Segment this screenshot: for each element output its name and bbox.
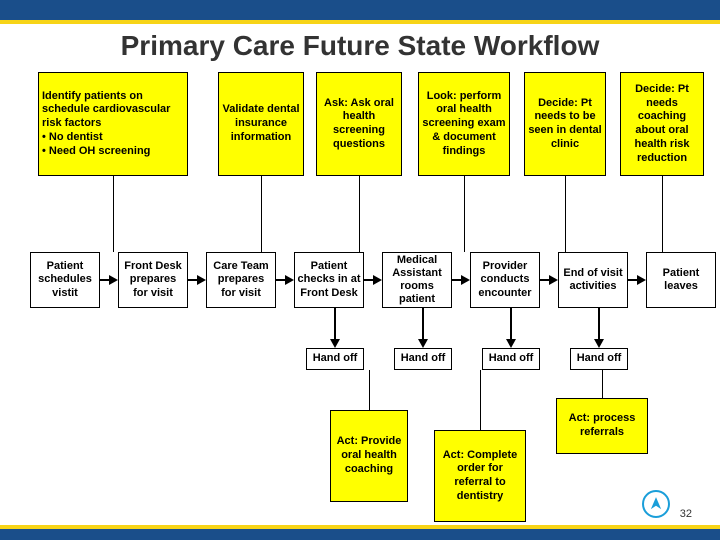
handoff-line-0 xyxy=(334,308,336,340)
flow-step-1: Front Desk prepares for visit xyxy=(118,252,188,308)
bottom-connector-2 xyxy=(602,370,603,398)
handoff-arrow-2 xyxy=(506,339,516,348)
flow-arrow-head-5 xyxy=(549,275,558,285)
top-connector-5 xyxy=(662,176,663,252)
top-note-1: Validate dental insurance information xyxy=(218,72,304,176)
handoff-1: Hand off xyxy=(394,348,452,370)
flow-arrow-head-3 xyxy=(373,275,382,285)
handoff-line-1 xyxy=(422,308,424,340)
bottom-note-0: Act: Provide oral health coaching xyxy=(330,410,408,502)
handoff-0: Hand off xyxy=(306,348,364,370)
flow-arrow-head-2 xyxy=(285,275,294,285)
handoff-3: Hand off xyxy=(570,348,628,370)
header-bar xyxy=(0,0,720,20)
flow-step-3: Patient checks in at Front Desk xyxy=(294,252,364,308)
handoff-arrow-0 xyxy=(330,339,340,348)
top-note-2: Ask: Ask oral health screening questions xyxy=(316,72,402,176)
top-note-5: Decide: Pt needs coaching about oral hea… xyxy=(620,72,704,176)
handoff-arrow-1 xyxy=(418,339,428,348)
flow-arrow-head-6 xyxy=(637,275,646,285)
flow-arrow-head-0 xyxy=(109,275,118,285)
top-connector-3 xyxy=(464,176,465,252)
top-connector-0 xyxy=(113,176,114,252)
top-note-3: Look: perform oral health screening exam… xyxy=(418,72,510,176)
bottom-note-1: Act: Complete order for referral to dent… xyxy=(434,430,526,522)
handoff-line-2 xyxy=(510,308,512,340)
flow-step-4: Medical Assistant rooms patient xyxy=(382,252,452,308)
flow-step-7: Patient leaves xyxy=(646,252,716,308)
top-note-4: Decide: Pt needs to be seen in dental cl… xyxy=(524,72,606,176)
top-connector-1 xyxy=(261,176,262,252)
flow-step-0: Patient schedules vistit xyxy=(30,252,100,308)
flow-step-5: Provider conducts encounter xyxy=(470,252,540,308)
flow-arrow-head-1 xyxy=(197,275,206,285)
handoff-2: Hand off xyxy=(482,348,540,370)
footer-bar xyxy=(0,529,720,540)
flow-step-2: Care Team prepares for visit xyxy=(206,252,276,308)
handoff-arrow-3 xyxy=(594,339,604,348)
brand-logo xyxy=(642,490,670,518)
page-number: 32 xyxy=(680,508,692,520)
header-accent xyxy=(0,20,720,24)
bottom-connector-1 xyxy=(480,370,481,430)
handoff-line-3 xyxy=(598,308,600,340)
top-connector-4 xyxy=(565,176,566,252)
flow-step-6: End of visit activities xyxy=(558,252,628,308)
page-title: Primary Care Future State Workflow xyxy=(0,30,720,62)
bottom-connector-0 xyxy=(369,370,370,410)
bottom-note-2: Act: process referrals xyxy=(556,398,648,454)
top-connector-2 xyxy=(359,176,360,252)
flow-arrow-head-4 xyxy=(461,275,470,285)
top-note-0: Identify patients on schedule cardiovasc… xyxy=(38,72,188,176)
